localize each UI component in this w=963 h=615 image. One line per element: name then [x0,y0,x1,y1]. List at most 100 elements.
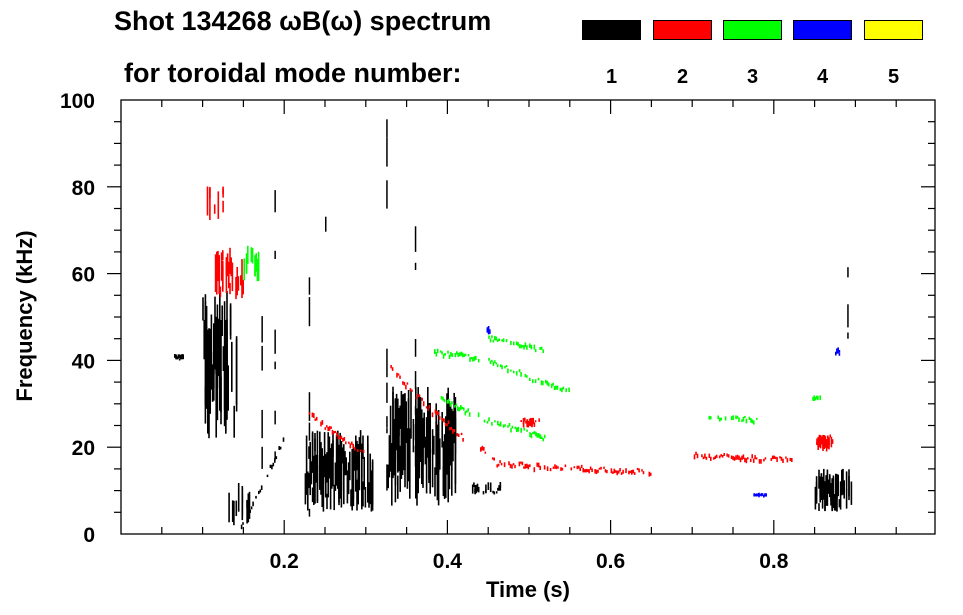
spectral-point [257,262,260,272]
mode-track-point [741,419,743,422]
mode-track-point [336,432,338,437]
spectral-point [407,399,410,482]
mode-track-point [603,466,605,469]
mode-track-point [520,344,522,349]
mode-track-point [457,352,459,357]
spectral-point [228,261,230,289]
mode-track-point [483,446,485,451]
spectral-point [819,476,821,497]
spectral-point [522,422,525,428]
spectral-point [233,500,235,526]
spectral-point [256,258,259,282]
spectral-point [453,392,455,444]
mode-track-point [434,349,436,354]
mode-track-point [494,360,496,364]
mode-track-point [330,426,332,429]
spectral-point [362,481,364,507]
spectral-point [225,320,227,369]
spectral-point [220,320,222,425]
mode-track-point [512,463,515,466]
spectral-point [477,486,480,493]
mode-track-point [520,372,522,377]
mode-track-point [520,427,522,433]
spectral-point [826,469,829,489]
spectral-point [431,429,434,454]
spectral-point [327,432,329,473]
mode-track-point [742,416,745,422]
spectral-point [433,435,435,455]
spectral-streak [386,180,388,209]
spectral-point [476,483,479,492]
mode-track-point [427,408,429,411]
mode-track-point [631,470,633,475]
spectral-point [237,276,240,291]
mode-track-point [496,364,499,368]
spectral-point [828,437,830,446]
mode-track-point [405,384,407,390]
spectral-point [532,417,534,424]
spectral-point [428,440,430,480]
spectral-point [251,248,254,264]
mode-track-point [481,445,484,451]
mode-track-point [553,386,556,391]
mode-track-point [439,350,442,353]
mode-track-point [500,462,503,466]
spectral-point [221,305,223,336]
mode-track-point [477,359,480,363]
spectral-point [828,443,830,450]
mode-track-point [523,427,525,431]
mode-track-point [586,469,589,472]
mode-track-point [791,458,793,462]
spectral-point [387,464,389,489]
spectral-point [838,352,841,356]
spectral-point [499,482,502,491]
mode-track-point [352,443,354,449]
spectral-streak [274,329,276,354]
spectral-point [397,398,399,473]
mode-track-point [576,465,579,470]
mode-track-point [484,451,487,454]
spectral-point [823,468,825,489]
legend-label-mode-5: 5 [887,66,900,88]
mode-track-point [529,432,531,438]
spectral-point [841,469,843,496]
mode-track-point [745,418,748,424]
spectral-point [178,354,181,359]
mode-track-point [612,471,614,474]
spectral-point [398,408,400,437]
mode-track-point [530,433,533,439]
mode-track-point [345,441,347,445]
mode-track-point [559,387,562,391]
spectral-point [225,262,228,276]
spectral-point [357,444,359,483]
mode-track-point [463,353,465,357]
mode-track-point [724,416,727,421]
mode-track-point [648,471,651,477]
legend-swatch-mode-1 [582,20,641,40]
mode-track-point [776,457,778,462]
spectral-point [445,433,447,498]
spectral-point [836,352,838,354]
spectral-point [832,477,835,501]
spectral-point [837,474,839,497]
mode-track-point [461,352,464,358]
mode-track-point [480,447,482,452]
spectral-point [230,257,232,277]
legend-label-mode-3: 3 [746,66,759,88]
mode-track-point [514,426,517,430]
spectral-point [821,476,824,494]
y-tick-label: 100 [60,90,95,113]
mode-track-point [591,468,593,472]
spectral-point [417,444,419,494]
mode-track-point [633,472,636,475]
mode-track-point [521,345,524,348]
spectral-point [497,487,499,491]
mode-track-point [695,451,697,455]
mode-track-point [397,373,400,376]
mode-track-point [492,361,495,366]
spectral-streak [274,250,276,259]
mode-track-point [543,465,546,470]
spectral-point [830,485,832,506]
mode-track-point [738,455,740,461]
mode-track-point [518,461,521,467]
